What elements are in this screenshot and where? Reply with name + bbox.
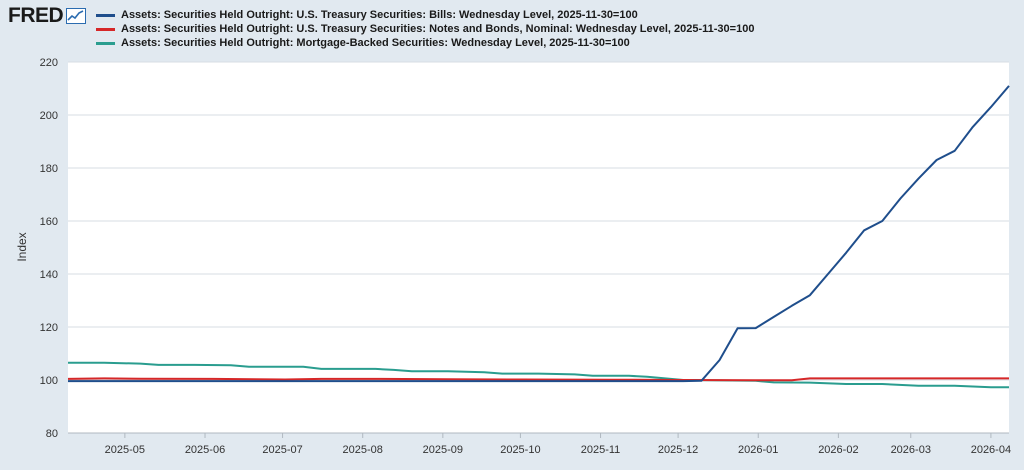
x-tick-label: 2026-04 (971, 444, 1011, 456)
y-axis: 80 100 120 140 160 180 200 220 (40, 57, 58, 440)
series-line (68, 85, 1010, 383)
chart-legend: Assets: Securities Held Outright: U.S. T… (96, 8, 754, 50)
y-tick-label: 100 (40, 375, 58, 387)
y-tick-label: 80 (46, 428, 58, 440)
plot-background (68, 62, 1009, 433)
x-tick-label: 2025-08 (343, 444, 383, 456)
legend-swatch (96, 41, 115, 45)
legend-item: Assets: Securities Held Outright: Mortga… (96, 36, 754, 50)
legend-label: Assets: Securities Held Outright: U.S. T… (121, 9, 638, 21)
legend-item: Assets: Securities Held Outright: U.S. T… (96, 22, 754, 36)
x-tick-label: 2025-11 (581, 444, 621, 456)
y-tick-label: 180 (40, 163, 58, 175)
y-tick-label: 140 (40, 269, 58, 281)
legend-label: Assets: Securities Held Outright: U.S. T… (121, 23, 755, 35)
x-tick-label: 2025-12 (658, 444, 698, 456)
x-tick-label: 2025-10 (500, 444, 540, 456)
x-tick-label: 2025-05 (105, 444, 145, 456)
fred-logo-text: FRED (8, 4, 64, 27)
fred-logo[interactable]: FRED (8, 4, 87, 28)
y-tick-label: 120 (40, 322, 58, 334)
legend-swatch (96, 27, 115, 31)
line-chart-icon (66, 8, 87, 24)
y-axis-label: Index (15, 232, 29, 261)
x-axis: 2025-05 2025-06 2025-07 2025-08 2025-09 2025-… (68, 432, 1011, 456)
x-tick-label: 2026-02 (818, 444, 858, 456)
legend-swatch (96, 13, 115, 17)
chart-header: FRED Assets: Securities Held Outright: U… (0, 0, 1024, 56)
x-tick-label: 2025-06 (185, 444, 225, 456)
x-tick-label: 2026-03 (891, 444, 931, 456)
x-tick-label: 2025-09 (423, 444, 463, 456)
chart-area: 80 100 120 140 160 180 200 220 2025-05 2025-06 20… (0, 56, 1024, 465)
series-line (67, 377, 1009, 382)
series-line (68, 361, 1009, 389)
x-tick-label: 2026-01 (738, 444, 778, 456)
y-tick-label: 220 (40, 57, 58, 69)
x-tick-label: 2025-07 (262, 444, 302, 456)
legend-item: Assets: Securities Held Outright: U.S. T… (96, 8, 754, 22)
y-tick-label: 160 (40, 216, 58, 228)
legend-label: Assets: Securities Held Outright: Mortga… (121, 37, 630, 49)
y-tick-label: 200 (40, 110, 58, 122)
series-lines (67, 85, 1010, 389)
